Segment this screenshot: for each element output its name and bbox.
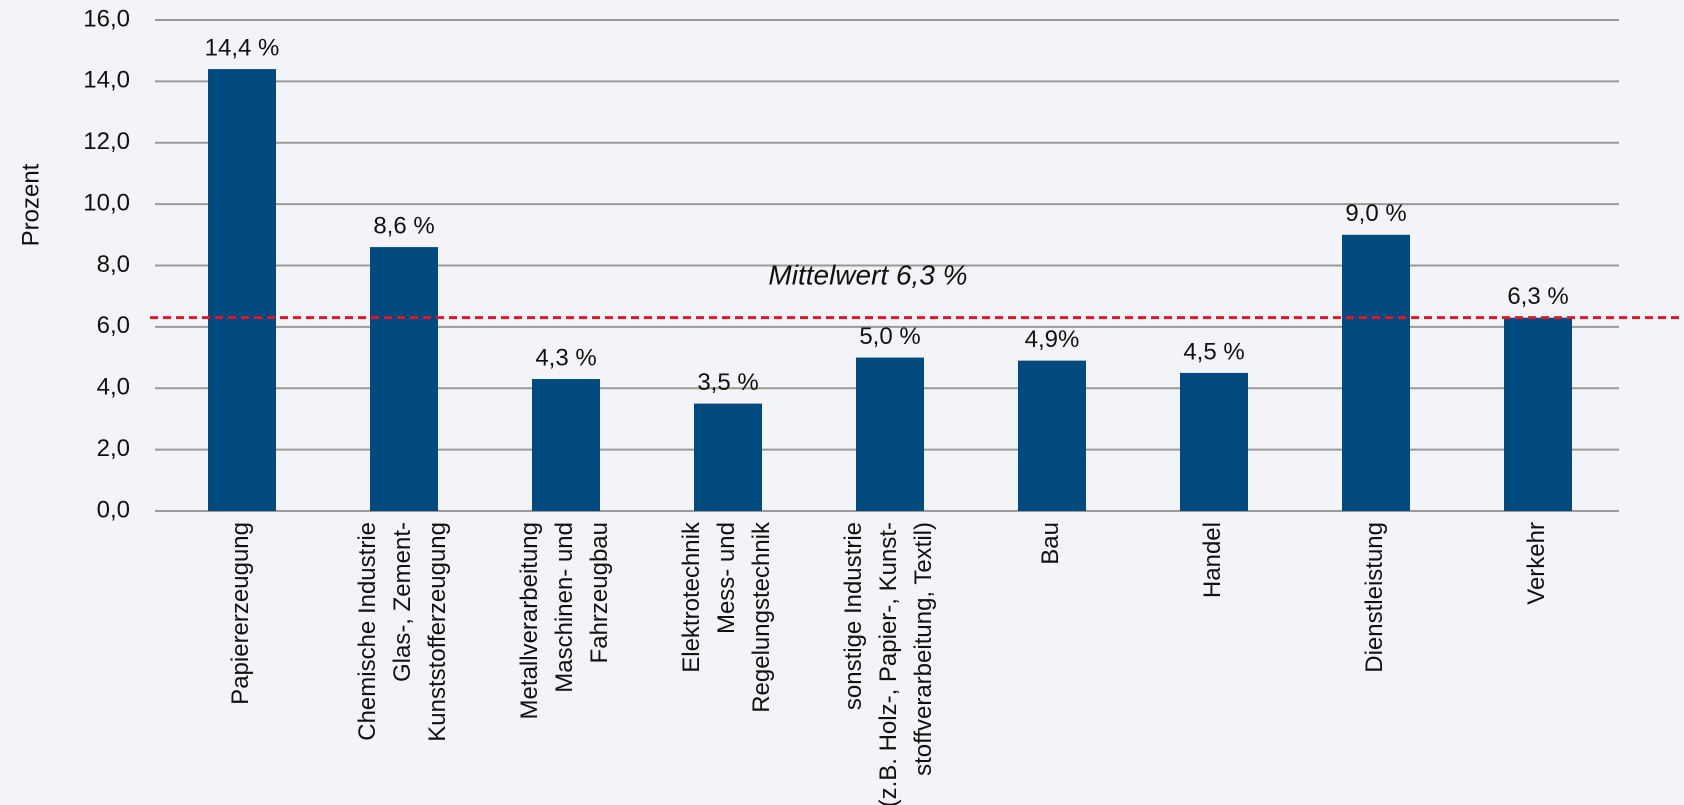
bar (1018, 360, 1086, 511)
y-tick-label: 0,0 (97, 496, 130, 523)
value-label: 5,0 % (859, 323, 920, 350)
x-tick-label: sonstige Industrie (z.B. Holz-, Papier-, … (840, 522, 937, 805)
value-label: 3,5 % (697, 369, 758, 396)
bar (856, 357, 924, 511)
x-tick-label: Verkehr (1523, 522, 1550, 605)
y-tick-label: 14,0 (83, 67, 130, 94)
x-tick-label: Handel (1199, 522, 1226, 598)
x-tick-label: Chemische Industrie Glas-, Zement- Kunstst… (354, 522, 451, 742)
value-label: 8,6 % (373, 212, 434, 239)
value-label: 4,9% (1025, 326, 1080, 353)
bar (208, 69, 276, 511)
y-axis-label: Prozent (17, 163, 44, 246)
value-label: 4,3 % (535, 344, 596, 371)
y-tick-label: 4,0 (97, 374, 130, 401)
value-label: 6,3 % (1507, 283, 1568, 310)
reference-label: Mittelwert 6,3 % (768, 259, 967, 290)
x-tick-label: Bau (1037, 522, 1064, 565)
bar (1180, 372, 1248, 511)
x-tick-label: Dienstleistung (1361, 522, 1388, 673)
x-tick-label: Elektrotechnik Mess- und Regelungstechnik (678, 521, 775, 713)
y-tick-label: 2,0 (97, 435, 130, 462)
x-tick-label: Papiererzeugung (227, 522, 254, 705)
y-tick-label: 8,0 (97, 251, 130, 278)
value-label: 14,4 % (205, 34, 280, 61)
y-tick-label: 16,0 (83, 5, 130, 32)
bar (532, 379, 600, 511)
value-label: 9,0 % (1345, 200, 1406, 227)
y-tick-label: 10,0 (83, 189, 130, 216)
bar (1504, 317, 1572, 511)
y-tick-label: 12,0 (83, 128, 130, 155)
bar (1342, 234, 1410, 511)
bar (694, 403, 762, 511)
y-tick-label: 6,0 (97, 312, 130, 339)
x-tick-label: Metallverarbeitung Maschinen- und Fahrzeug… (516, 522, 613, 719)
value-label: 4,5 % (1183, 338, 1244, 365)
bar (370, 247, 438, 511)
